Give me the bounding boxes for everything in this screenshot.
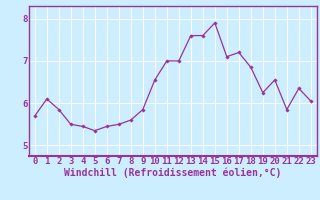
X-axis label: Windchill (Refroidissement éolien,°C): Windchill (Refroidissement éolien,°C)	[64, 167, 282, 178]
